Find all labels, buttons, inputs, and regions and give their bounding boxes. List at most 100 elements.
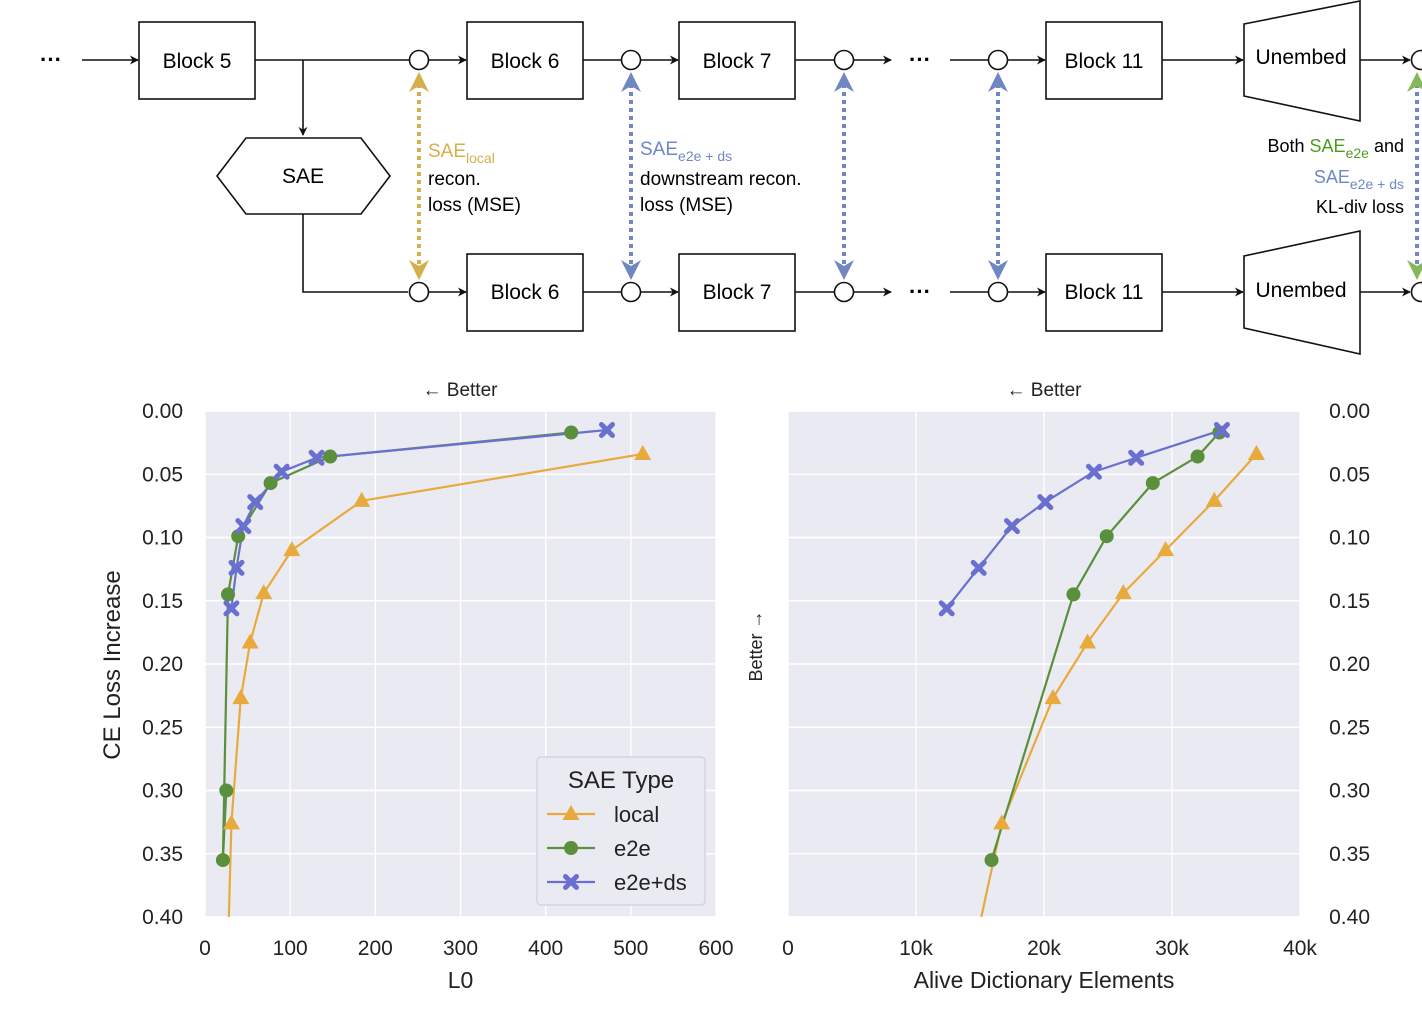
ann-ds-line3: loss (MSE) xyxy=(640,195,733,216)
block-7-bottom-label: Block 7 xyxy=(703,281,772,304)
y-tick-label: 0.25 xyxy=(142,716,183,739)
sae-hexagon xyxy=(215,137,392,215)
data-point-e2e+ds xyxy=(228,559,245,576)
x-axis-label: L0 xyxy=(448,967,474,993)
data-point-e2e xyxy=(564,425,579,440)
block-11-bottom xyxy=(1045,253,1163,332)
y-tick-label: 0.35 xyxy=(1329,843,1370,866)
series-group xyxy=(215,421,652,917)
node-bot-end xyxy=(1410,281,1422,303)
unembed-top-label: Unembed xyxy=(1255,46,1346,69)
ellipsis-bottom: ··· xyxy=(909,279,931,304)
y-tick-label: 0.05 xyxy=(142,463,183,486)
data-point-e2e xyxy=(323,449,338,464)
data-point-e2e+ds xyxy=(598,421,615,438)
data-point-e2e+ds xyxy=(273,463,290,480)
y-tick-label: 0.00 xyxy=(1329,400,1370,423)
block-5-label: Block 5 xyxy=(163,50,232,73)
node-top-4 xyxy=(987,49,1009,71)
data-point-local xyxy=(993,814,1011,830)
data-point-local xyxy=(241,633,259,649)
x-tick-label: 30k xyxy=(1155,937,1189,960)
data-point-e2e xyxy=(1145,476,1160,491)
node-top-2 xyxy=(620,49,642,71)
y-tick-label: 0.15 xyxy=(1329,590,1370,613)
node-bot-4 xyxy=(987,281,1009,303)
block-11-bottom-label: Block 11 xyxy=(1065,281,1144,304)
data-point-e2e+ds xyxy=(235,518,252,535)
data-point-e2e+ds xyxy=(1213,421,1230,438)
x-tick-label: 600 xyxy=(698,937,733,960)
y-tick-label: 0.15 xyxy=(142,590,183,613)
ann-kl-line2: SAEe2e + ds xyxy=(1314,167,1404,192)
ann-kl-line1: Both SAEe2e and xyxy=(1268,136,1405,161)
data-point-e2e xyxy=(231,529,246,544)
block-7-bottom xyxy=(678,253,796,332)
data-point-local xyxy=(1247,445,1265,461)
data-point-local xyxy=(222,814,240,830)
block-11-top-label: Block 11 xyxy=(1065,50,1144,73)
ann-local-line3: loss (MSE) xyxy=(428,195,521,216)
x-tick-label: 20k xyxy=(1027,937,1061,960)
block-6-bottom-label: Block 6 xyxy=(491,281,560,304)
x-tick-label: 200 xyxy=(358,937,393,960)
sae-label: SAE xyxy=(282,165,324,188)
data-point-e2e xyxy=(1190,449,1205,464)
y-tick-label: 0.40 xyxy=(1329,906,1370,929)
x-tick-label: 10k xyxy=(899,937,933,960)
series-group xyxy=(938,421,1265,917)
legend-title: SAE Type xyxy=(568,767,674,794)
x-tick-label: 300 xyxy=(443,937,478,960)
data-point-e2e+ds xyxy=(970,559,987,576)
data-point-local xyxy=(1079,633,1097,649)
data-point-local xyxy=(283,541,301,557)
legend-box xyxy=(536,756,706,906)
data-point-local xyxy=(232,689,250,705)
data-point-local xyxy=(1114,584,1132,600)
node-bot-1 xyxy=(408,281,430,303)
data-point-e2e xyxy=(263,476,278,491)
x-tick-label: 0 xyxy=(782,937,794,960)
data-point-e2e xyxy=(220,587,235,602)
y-tick-label: 0.10 xyxy=(1329,527,1370,550)
legend-label-local: local xyxy=(614,802,659,827)
node-top-1 xyxy=(408,49,430,71)
node-bot-3 xyxy=(833,281,855,303)
unembed-bottom-label: Unembed xyxy=(1255,279,1346,302)
y-tick-label: 0.35 xyxy=(142,843,183,866)
x-tick-label: 0 xyxy=(199,937,211,960)
pipeline-diagram: ··· Block 5 Block 6 Block 7 ··· Block 11… xyxy=(40,0,1422,355)
x-axis-label: Alive Dictionary Elements xyxy=(914,967,1175,993)
data-point-e2e xyxy=(215,853,230,868)
y-tick-label: 0.30 xyxy=(1329,780,1370,803)
unembed-top xyxy=(1243,0,1361,122)
x-tick-label: 400 xyxy=(528,937,563,960)
data-point-local xyxy=(1205,491,1223,507)
x-tick-label: 100 xyxy=(273,937,308,960)
ann-ds-title: SAEe2e + ds xyxy=(640,139,732,164)
data-point-e2e+ds xyxy=(938,600,955,617)
data-point-e2e+ds xyxy=(308,449,325,466)
data-point-local xyxy=(353,491,371,507)
block-6-top-label: Block 6 xyxy=(491,50,560,73)
y-tick-label: 0.40 xyxy=(142,906,183,929)
ann-ds-line2: downstream recon. xyxy=(640,169,802,190)
better-label-right: ← Better xyxy=(1007,380,1083,401)
block-6-top xyxy=(466,21,584,100)
x-tick-label: 500 xyxy=(613,937,648,960)
block-7-top-label: Block 7 xyxy=(703,50,772,73)
data-point-e2e+ds xyxy=(1004,518,1020,535)
legend-marker-local xyxy=(562,805,580,820)
y-tick-label: 0.20 xyxy=(1329,653,1370,676)
ann-local-line2: recon. xyxy=(428,169,481,190)
data-point-local xyxy=(1044,689,1062,705)
ann-kl-line3: KL-div loss xyxy=(1316,197,1404,217)
y-tick-label: 0.00 xyxy=(142,400,183,423)
ellipsis-top: ··· xyxy=(909,47,931,72)
node-top-end xyxy=(1410,49,1422,71)
chart-l0: 0 100 200 300 400 500 600 0.00 0.05 0.10 0.15 0.20 0… xyxy=(99,400,734,993)
data-point-e2e+ds xyxy=(223,600,240,617)
better-label-left: ← Better xyxy=(423,380,499,401)
data-point-e2e+ds xyxy=(247,494,264,511)
